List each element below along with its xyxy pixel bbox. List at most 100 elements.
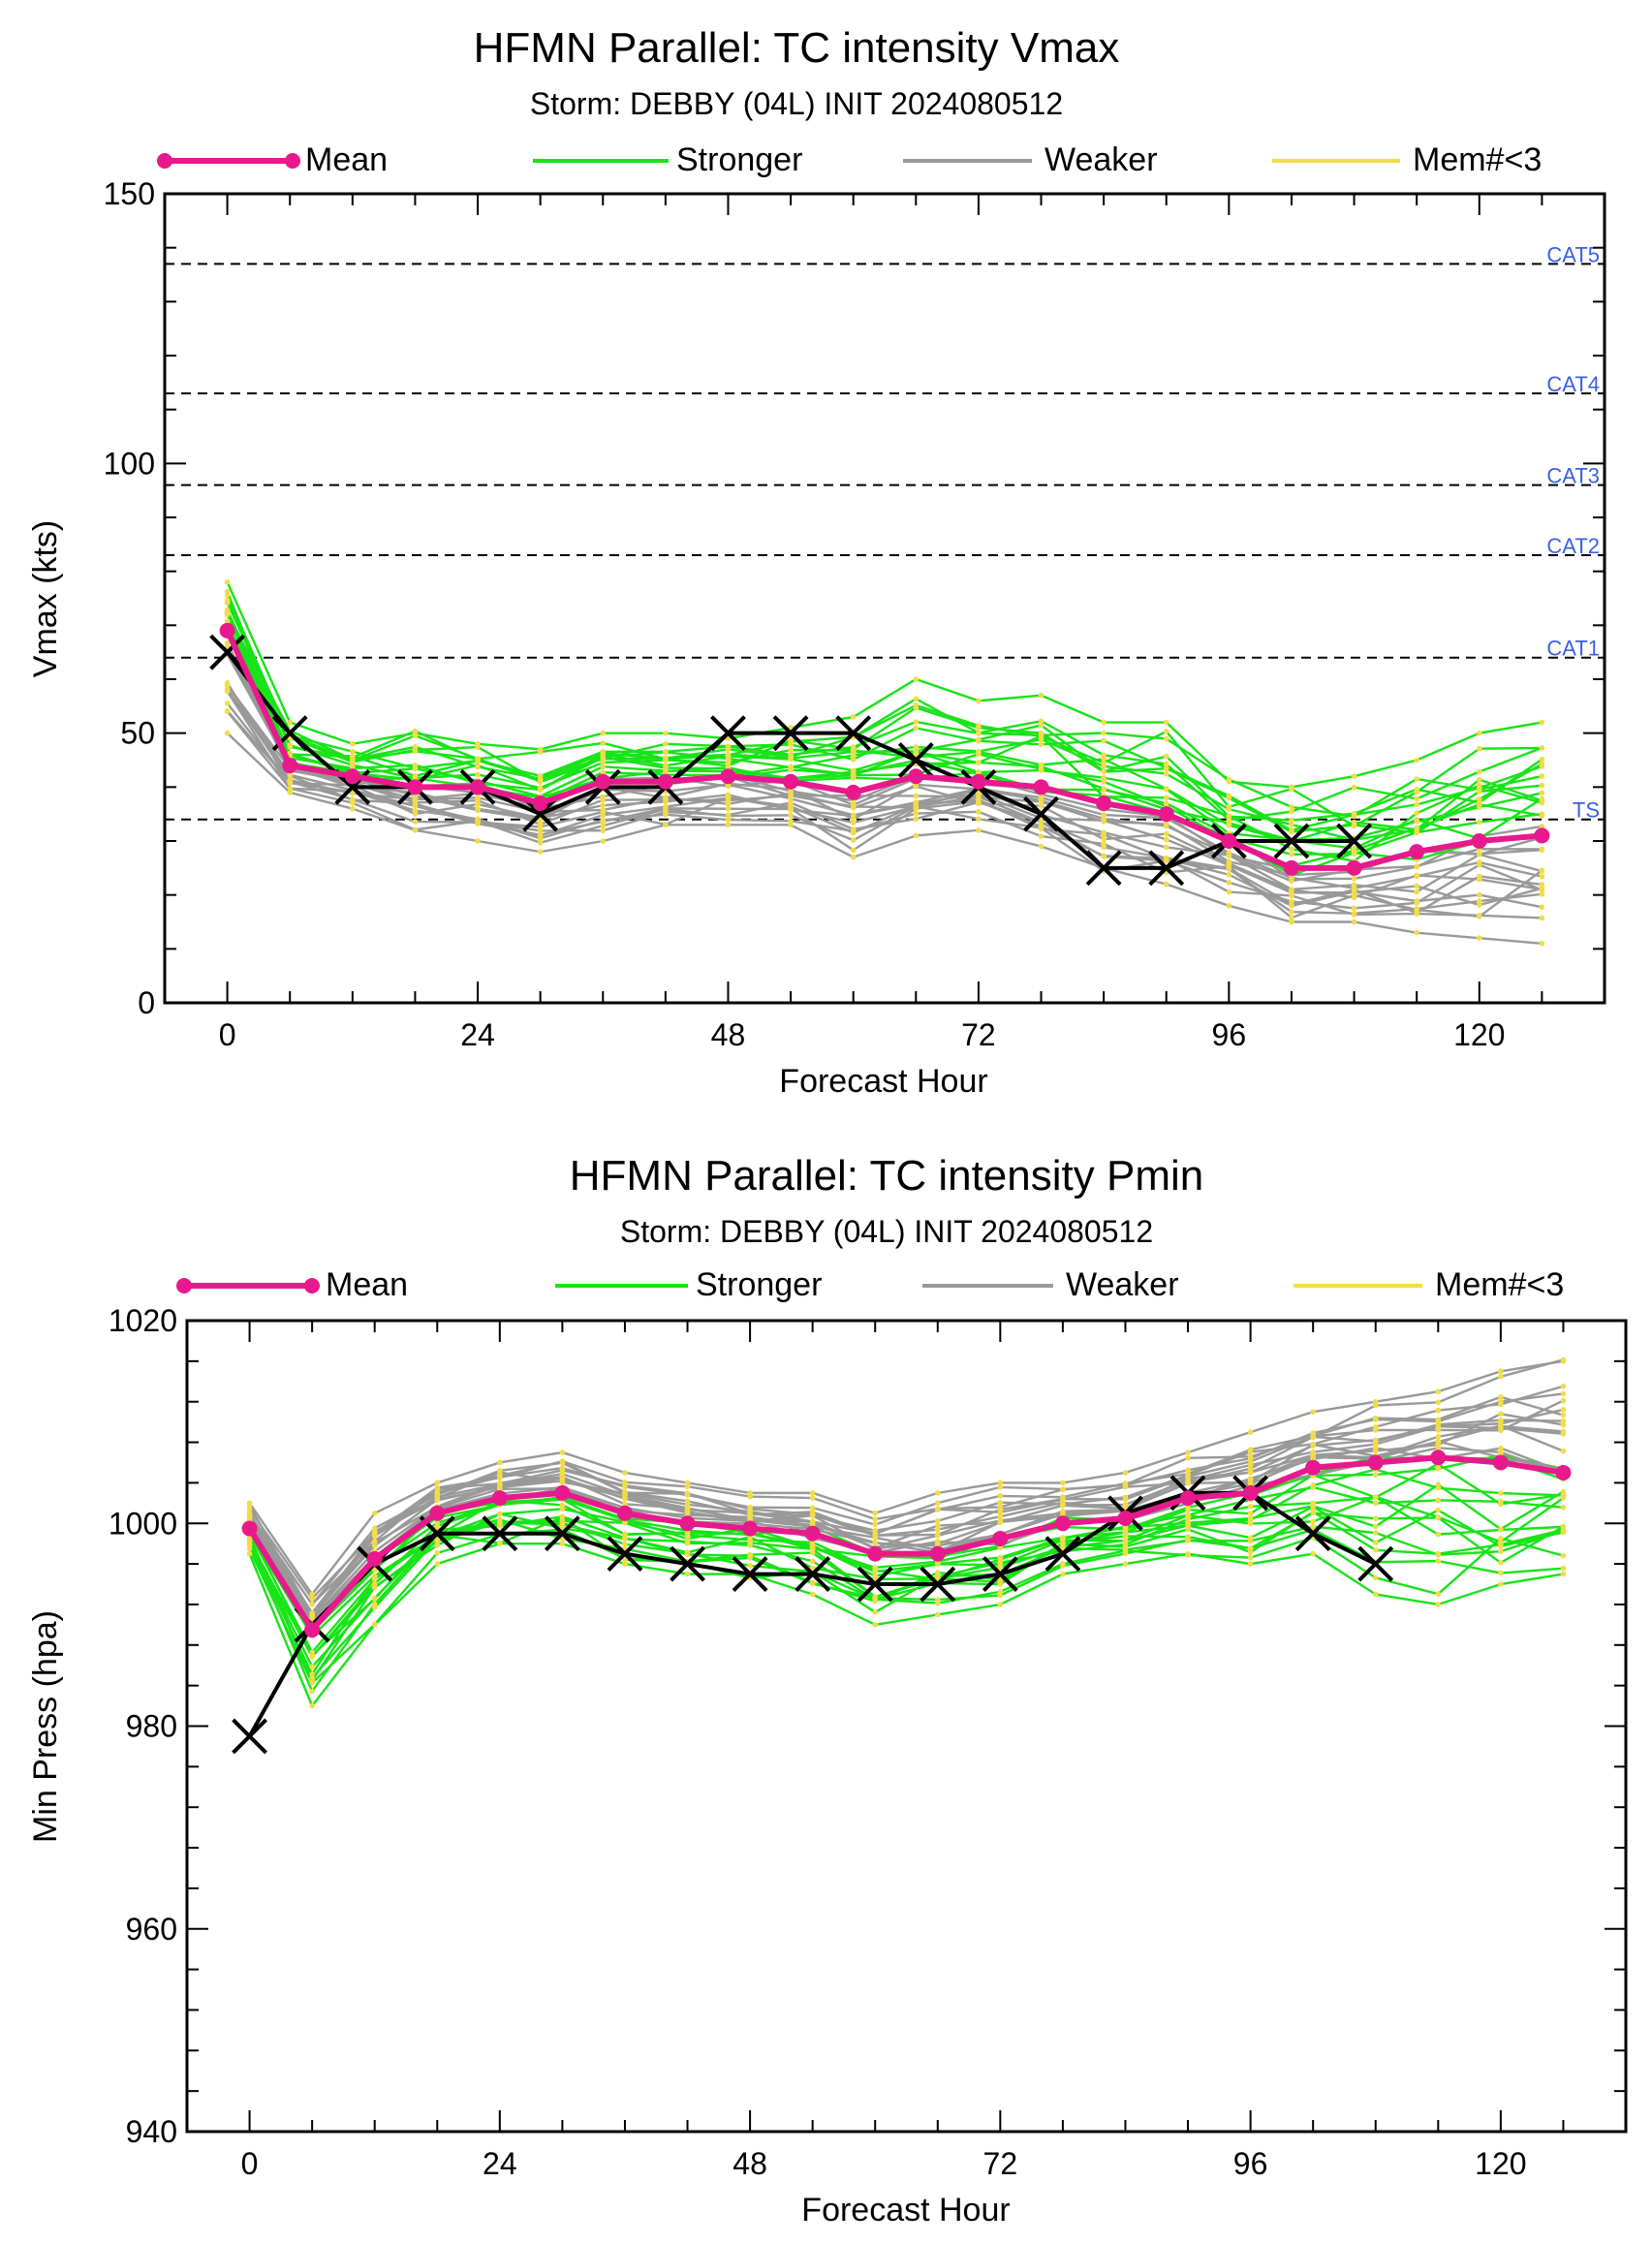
member-dot	[559, 1479, 566, 1485]
x-tick-label: 0	[241, 2146, 259, 2181]
member-dot	[475, 806, 481, 812]
member-dot	[1185, 1507, 1191, 1513]
member-dot	[1163, 795, 1169, 801]
member-dot	[1247, 1504, 1254, 1510]
member-dot	[475, 741, 481, 747]
y-tick-label: 960	[126, 1912, 177, 1947]
member-dot	[1122, 1538, 1129, 1543]
member-dot	[872, 1567, 879, 1574]
legend-weaker-label: Weaker	[1044, 141, 1158, 178]
member-dot	[622, 1561, 628, 1567]
pmin-chart-title: HFMN Parallel: TC intensity Pmin	[570, 1152, 1203, 1200]
member-dot	[1101, 730, 1107, 736]
member-dot	[287, 790, 294, 795]
member-dot	[788, 818, 794, 825]
member-dot	[1498, 1427, 1504, 1434]
member-dot	[663, 730, 669, 736]
member-dot	[747, 1555, 753, 1561]
x-tick-label: 72	[961, 1017, 996, 1052]
member-dot	[872, 1622, 879, 1628]
member-dot	[1310, 1482, 1316, 1488]
member-dot	[1038, 767, 1044, 773]
observed-x-marker	[544, 1515, 580, 1552]
pmin-y-label: Min Press (hpa)	[27, 1610, 64, 1843]
member-dot	[1101, 774, 1107, 781]
mean-point	[657, 773, 673, 790]
mean-point	[783, 773, 799, 790]
member-dot	[600, 756, 607, 762]
mean-line	[224, 629, 1543, 871]
member-dot	[850, 854, 857, 860]
category-label: CAT2	[1546, 534, 1600, 558]
member-dot	[412, 827, 419, 833]
y-tick-label: 50	[120, 716, 155, 751]
member-dot	[1560, 1528, 1567, 1534]
member-dot	[1247, 1465, 1254, 1472]
member-dot	[287, 772, 294, 779]
member-dot	[622, 1519, 628, 1526]
member-dot	[600, 809, 607, 815]
member-dot	[1226, 903, 1232, 909]
mean-line	[247, 1454, 1564, 1636]
mean-point	[720, 768, 736, 785]
legend-mean-label: Mean	[326, 1266, 408, 1303]
member-dot	[850, 820, 857, 826]
member-dot	[913, 803, 920, 809]
member-dot	[309, 1652, 315, 1658]
member-dot	[600, 749, 607, 755]
lower-member-line	[248, 1505, 1564, 1677]
member-dot	[1310, 1500, 1316, 1507]
mean-point	[1242, 1484, 1259, 1501]
upper-member-line	[226, 600, 1543, 827]
upper-member-line	[248, 1440, 1564, 1622]
member-dot	[309, 1611, 315, 1618]
member-dot	[1498, 1368, 1504, 1375]
member-dot	[622, 1479, 628, 1485]
member-dot	[1498, 1581, 1504, 1587]
member-dot	[1351, 823, 1357, 829]
member-dot	[1289, 817, 1294, 824]
member-dot	[1185, 1522, 1191, 1529]
lower-member-line	[226, 684, 1543, 893]
member-dot	[1351, 887, 1357, 893]
member-dot	[684, 1483, 691, 1490]
member-dot	[600, 802, 607, 808]
member-dot	[934, 1561, 941, 1568]
member-dot	[1476, 898, 1482, 904]
member-dot	[371, 1525, 378, 1532]
member-dot	[872, 1540, 879, 1545]
vmax-mean	[219, 622, 1550, 876]
member-dot	[1560, 1571, 1567, 1577]
member-dot	[1247, 1549, 1254, 1555]
member-dot	[1185, 1480, 1191, 1486]
envelope-member-line	[226, 581, 1543, 789]
mean-point	[1534, 827, 1550, 844]
member-dot	[1372, 1448, 1379, 1454]
member-dot	[246, 1545, 253, 1552]
upper-member-line	[226, 620, 1543, 877]
member-dot	[1560, 1430, 1567, 1437]
member-dot	[663, 811, 669, 818]
member-dot	[371, 1583, 378, 1590]
envelope-member-line	[226, 732, 1543, 945]
member-dot	[224, 701, 231, 706]
lower-member-line	[226, 710, 1543, 915]
upper-member-line	[226, 609, 1543, 841]
member-dot	[1414, 818, 1419, 825]
member-dot	[1435, 1465, 1442, 1472]
member-dot	[934, 1522, 941, 1529]
member-dot	[1351, 845, 1357, 852]
category-label: CAT1	[1546, 637, 1600, 661]
member-dot	[309, 1601, 315, 1607]
member-dot	[1289, 808, 1294, 815]
mean-point	[1471, 833, 1487, 849]
member-dot	[1122, 1524, 1129, 1531]
member-dot	[1038, 825, 1044, 831]
member-dot	[1414, 872, 1419, 879]
mean-point	[1283, 859, 1299, 876]
vmax-chart: HFMN Parallel: TC intensity Vmax Storm: …	[27, 24, 1606, 1100]
lower-member-line	[248, 1528, 1564, 1685]
member-dot	[1351, 813, 1357, 820]
mean-point	[845, 784, 861, 800]
member-dot	[1101, 756, 1107, 763]
